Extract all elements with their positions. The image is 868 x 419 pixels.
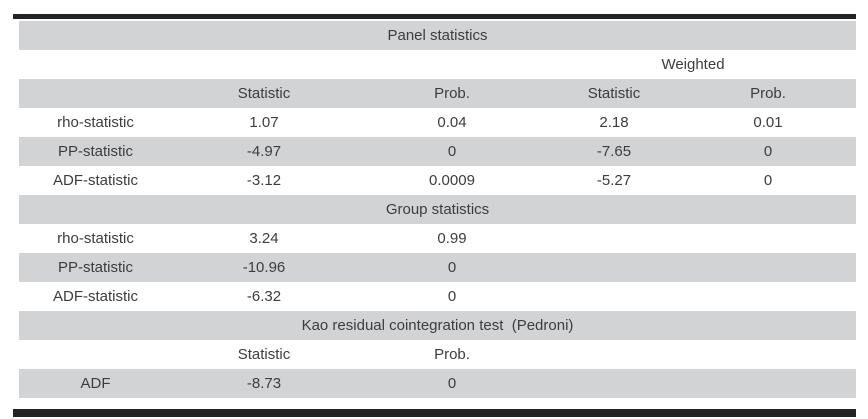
weighted-prob-column-header: Prob.	[750, 85, 786, 102]
row-label: rho-statistic	[57, 230, 134, 247]
weighted-prob-value: 0.01	[753, 114, 783, 131]
statistic-value: -10.96	[242, 259, 286, 276]
weighted-label: Weighted	[661, 56, 725, 73]
table-rows: Panel statistics Weighted Statistic Prob…	[19, 21, 856, 398]
statistic-value: -8.73	[246, 375, 282, 392]
statistic-value: -6.32	[246, 288, 282, 305]
row-label: PP-statistic	[57, 143, 133, 160]
group-statistics-title: Group statistics	[385, 201, 490, 218]
kao-test-header-row: Kao residual cointegration test (Pedroni…	[19, 311, 856, 340]
prob-value: 0	[447, 288, 457, 305]
prob-column-header: Prob.	[434, 346, 470, 363]
row-label: PP-statistic	[57, 259, 133, 276]
panel-statistics-header-row: Panel statistics	[19, 21, 856, 50]
panel-rho-statistic-row: rho-statistic 1.07 0.04 2.18 0.01	[19, 108, 856, 137]
row-label: ADF	[80, 375, 111, 392]
prob-value: 0	[447, 375, 457, 392]
weighted-prob-value: 0	[763, 172, 773, 189]
panel-statistics-title: Panel statistics	[387, 27, 488, 44]
weighted-spanner-row: Weighted	[19, 50, 856, 79]
kao-column-header-row: Statistic Prob.	[19, 340, 856, 369]
statistic-column-header: Statistic	[237, 346, 291, 363]
weighted-statistic-value: -5.27	[596, 172, 632, 189]
statistic-value: 1.07	[249, 114, 279, 131]
panel-adf-statistic-row: ADF-statistic -3.12 0.0009 -5.27 0	[19, 166, 856, 195]
statistic-value: -3.12	[246, 172, 282, 189]
statistic-value: -4.97	[246, 143, 282, 160]
panel-column-header-row: Statistic Prob. Statistic Prob.	[19, 79, 856, 108]
group-rho-statistic-row: rho-statistic 3.24 0.99	[19, 224, 856, 253]
row-label: rho-statistic	[57, 114, 134, 131]
prob-value: 0	[447, 259, 457, 276]
weighted-prob-value: 0	[763, 143, 773, 160]
prob-value: 0.0009	[429, 172, 475, 189]
table-top-rule	[13, 14, 856, 19]
group-pp-statistic-row: PP-statistic -10.96 0	[19, 253, 856, 282]
statistic-value: 3.24	[249, 230, 279, 247]
panel-pp-statistic-row: PP-statistic -4.97 0 -7.65 0	[19, 137, 856, 166]
weighted-statistic-column-header: Statistic	[587, 85, 641, 102]
statistics-table: Panel statistics Weighted Statistic Prob…	[13, 14, 856, 417]
prob-value: 0.04	[437, 114, 467, 131]
prob-value: 0	[447, 143, 457, 160]
table-bottom-rule	[13, 409, 856, 417]
group-adf-statistic-row: ADF-statistic -6.32 0	[19, 282, 856, 311]
kao-adf-row: ADF -8.73 0	[19, 369, 856, 398]
row-label: ADF-statistic	[52, 288, 138, 305]
weighted-statistic-value: 2.18	[599, 114, 629, 131]
group-statistics-header-row: Group statistics	[19, 195, 856, 224]
statistic-column-header: Statistic	[237, 85, 291, 102]
row-label: ADF-statistic	[52, 172, 138, 189]
kao-test-title: Kao residual cointegration test (Pedroni…	[301, 317, 574, 334]
weighted-statistic-value: -7.65	[596, 143, 632, 160]
prob-value: 0.99	[437, 230, 467, 247]
prob-column-header: Prob.	[434, 85, 470, 102]
